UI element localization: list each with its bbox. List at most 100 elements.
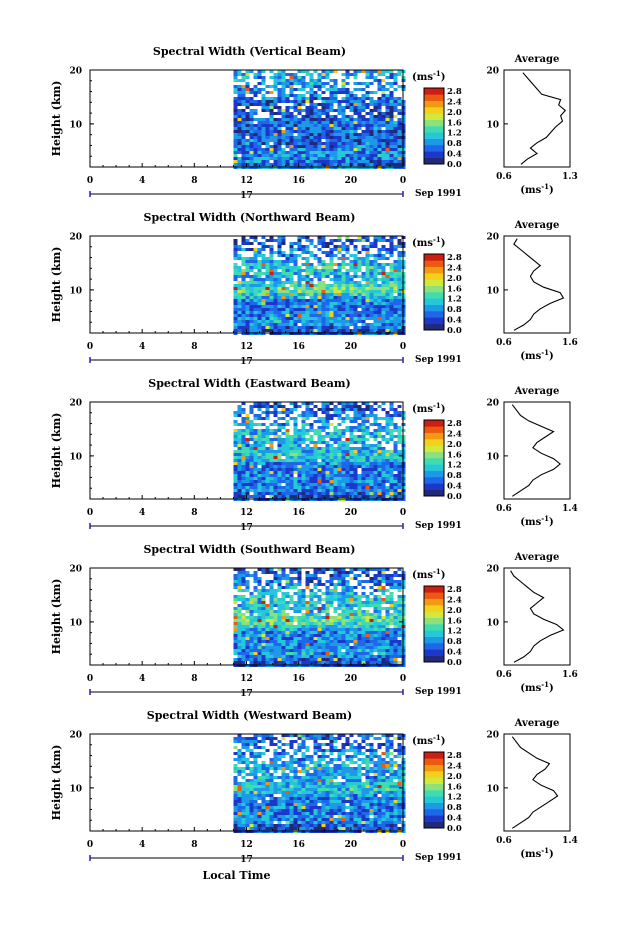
heatmap-cell	[366, 145, 370, 148]
heatmap-cell	[298, 317, 302, 320]
heatmap-cell	[274, 260, 278, 263]
heatmap-cell	[266, 272, 270, 275]
heatmap-cell	[386, 456, 390, 459]
heatmap-cell	[246, 646, 250, 649]
heatmap-cell	[266, 317, 270, 320]
heatmap-cell	[234, 643, 238, 646]
heatmap-cell	[386, 82, 390, 85]
heatmap-cell	[350, 459, 354, 462]
heatmap-cell	[234, 100, 238, 103]
heatmap-cell	[350, 474, 354, 477]
heatmap-cell	[354, 305, 358, 308]
heatmap-cell	[358, 456, 362, 459]
heatmap-cell	[326, 607, 330, 610]
heatmap-cell	[386, 580, 390, 583]
heatmap-cell	[262, 305, 266, 308]
heatmap-cell	[310, 88, 314, 91]
heatmap-cell	[294, 73, 298, 76]
heatmap-cell	[270, 619, 274, 622]
heatmap-cell	[242, 619, 246, 622]
heatmap-cell	[242, 91, 246, 94]
heatmap-cell	[322, 571, 326, 574]
heatmap-cell	[350, 239, 354, 242]
heatmap-cell	[346, 308, 350, 311]
heatmap-cell	[278, 148, 282, 151]
heatmap-cell	[394, 100, 398, 103]
heatmap-cell	[394, 142, 398, 145]
heatmap-cell	[326, 329, 330, 332]
heatmap-cell	[274, 88, 278, 91]
heatmap-cell	[290, 112, 294, 115]
heatmap-cell	[310, 414, 314, 417]
heatmap-cell	[242, 248, 246, 251]
heatmap-cell	[334, 85, 338, 88]
heatmap-cell	[274, 652, 278, 655]
date-label: Sep 1991	[415, 521, 462, 531]
heatmap-cell	[294, 420, 298, 423]
heatmap-cell	[242, 625, 246, 628]
heatmap-cell	[322, 408, 326, 411]
heatmap-cell	[342, 477, 346, 480]
heatmap-cell	[234, 580, 238, 583]
heatmap-cell	[350, 628, 354, 631]
heatmap-cell	[378, 115, 382, 118]
heatmap-cell	[250, 426, 254, 429]
heatmap-cell	[386, 157, 390, 160]
heatmap-cell	[382, 447, 386, 450]
heatmap-cell	[262, 607, 266, 610]
heatmap-cell	[302, 619, 306, 622]
heatmap-cell	[342, 320, 346, 323]
heatmap-cell	[282, 411, 286, 414]
heatmap-cell	[398, 459, 402, 462]
heatmap-cell	[330, 634, 334, 637]
heatmap-cell	[366, 634, 370, 637]
heatmap-cell	[246, 441, 250, 444]
heatmap-cell	[398, 483, 402, 486]
heatmap-cell	[294, 492, 298, 495]
heatmap-cell	[338, 646, 342, 649]
heatmap-cell	[346, 586, 350, 589]
heatmap-cell	[346, 73, 350, 76]
heatmap-cell	[302, 145, 306, 148]
heatmap-cell	[326, 109, 330, 112]
heatmap-cell	[350, 589, 354, 592]
heatmap-cell	[246, 323, 250, 326]
heatmap-cell	[398, 73, 402, 76]
heatmap-cell	[318, 124, 322, 127]
heatmap-cell	[342, 151, 346, 154]
heatmap-cell	[278, 308, 282, 311]
heatmap-cell	[326, 619, 330, 622]
heatmap-cell	[342, 601, 346, 604]
heatmap-cell	[386, 145, 390, 148]
heatmap-cell	[234, 613, 238, 616]
heatmap-cell	[346, 100, 350, 103]
heatmap-cell	[382, 646, 386, 649]
heatmap-cell	[258, 242, 262, 245]
heatmap-cell	[326, 100, 330, 103]
heatmap-cell	[270, 121, 274, 124]
heatmap-cell	[386, 453, 390, 456]
heatmap-cell	[314, 266, 318, 269]
heatmap-cell	[370, 263, 374, 266]
heatmap-cell	[370, 323, 374, 326]
heatmap-cell	[282, 82, 286, 85]
heatmap-cell	[246, 263, 250, 266]
heatmap-cell	[242, 652, 246, 655]
heatmap-cell	[382, 275, 386, 278]
heatmap-cell	[374, 640, 378, 643]
heatmap-cell	[394, 447, 398, 450]
heatmap-cell	[330, 323, 334, 326]
heatmap-cell	[278, 450, 282, 453]
heatmap-cell	[282, 640, 286, 643]
heatmap-cell	[390, 471, 394, 474]
heatmap-cell	[306, 486, 310, 489]
heatmap-cell	[354, 88, 358, 91]
heatmap-cell	[326, 622, 330, 625]
heatmap-cell	[322, 610, 326, 613]
heatmap-cell	[258, 311, 262, 314]
heatmap-cell	[262, 586, 266, 589]
heatmap-cell	[382, 97, 386, 100]
heatmap-cell	[306, 456, 310, 459]
heatmap-cell	[394, 423, 398, 426]
heatmap-cell	[350, 649, 354, 652]
